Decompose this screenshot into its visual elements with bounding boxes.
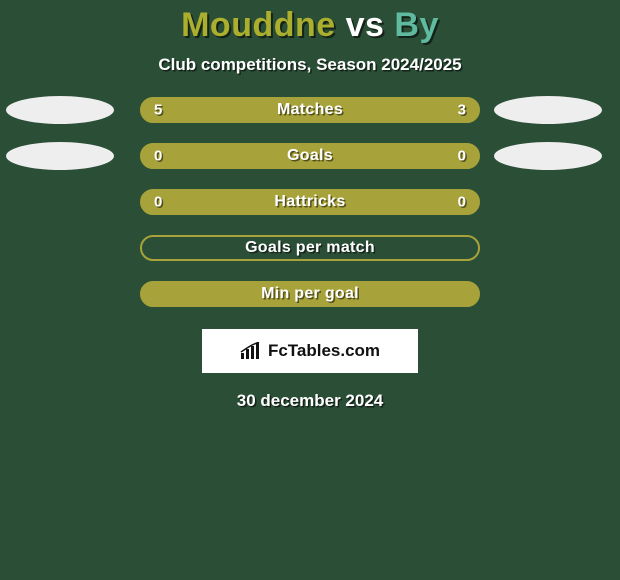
stat-row-matches: 5 Matches 3 bbox=[0, 97, 620, 123]
date-text: 30 december 2024 bbox=[0, 391, 620, 411]
player-right-marker bbox=[494, 96, 602, 124]
stat-label: Goals bbox=[287, 147, 333, 165]
stat-label: Goals per match bbox=[245, 239, 375, 257]
stat-label: Matches bbox=[277, 101, 343, 119]
stat-value-left: 0 bbox=[154, 148, 162, 165]
stat-bar-matches: 5 Matches 3 bbox=[140, 97, 480, 123]
player-right-marker bbox=[494, 142, 602, 170]
player-left-marker bbox=[6, 142, 114, 170]
stat-value-left: 5 bbox=[154, 102, 162, 119]
stat-row-min-per-goal: Min per goal bbox=[0, 281, 620, 307]
stat-row-hattricks: 0 Hattricks 0 bbox=[0, 189, 620, 215]
title-left-name: Mouddne bbox=[181, 6, 336, 44]
stat-bar-goals-per-match: Goals per match bbox=[140, 235, 480, 261]
stats-rows: 5 Matches 3 0 Goals 0 0 Hattricks 0 bbox=[0, 97, 620, 307]
stat-value-right: 0 bbox=[458, 194, 466, 211]
player-left-marker bbox=[6, 96, 114, 124]
stat-label: Min per goal bbox=[261, 285, 359, 303]
chart-bars-icon bbox=[240, 342, 262, 360]
source-badge: FcTables.com bbox=[202, 329, 418, 373]
title-right-name: By bbox=[394, 6, 438, 44]
stat-label: Hattricks bbox=[274, 193, 345, 211]
subtitle: Club competitions, Season 2024/2025 bbox=[0, 55, 620, 75]
stat-row-goals-per-match: Goals per match bbox=[0, 235, 620, 261]
title-separator: vs bbox=[336, 6, 395, 44]
comparison-infographic: Mouddne vs By Club competitions, Season … bbox=[0, 0, 620, 580]
stat-value-right: 0 bbox=[458, 148, 466, 165]
stat-value-right: 3 bbox=[458, 102, 466, 119]
stat-bar-hattricks: 0 Hattricks 0 bbox=[140, 189, 480, 215]
page-title: Mouddne vs By bbox=[0, 6, 620, 45]
stat-bar-goals: 0 Goals 0 bbox=[140, 143, 480, 169]
stat-value-left: 0 bbox=[154, 194, 162, 211]
source-badge-text: FcTables.com bbox=[268, 341, 380, 361]
stat-bar-min-per-goal: Min per goal bbox=[140, 281, 480, 307]
stat-row-goals: 0 Goals 0 bbox=[0, 143, 620, 169]
